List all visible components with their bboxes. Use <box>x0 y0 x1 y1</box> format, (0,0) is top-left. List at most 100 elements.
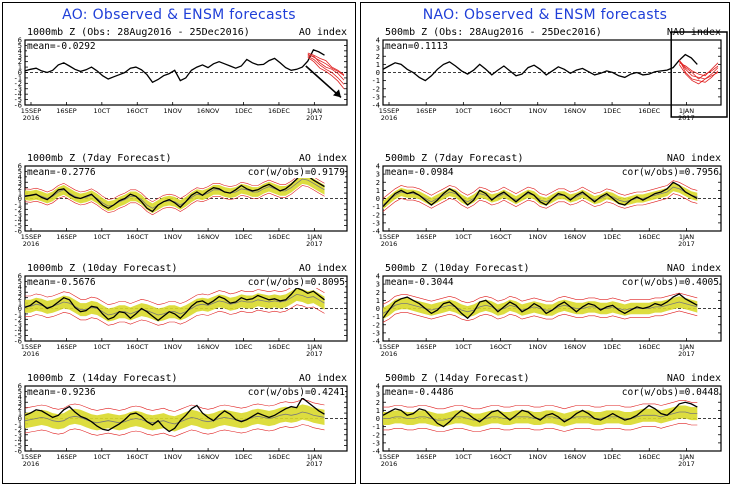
nao-mean-label: mean=-0.3044 <box>385 277 454 288</box>
y-tick-label: 4 <box>376 273 380 281</box>
x-tick-label: 16SEP <box>416 233 437 241</box>
y-tick-label: 3 <box>376 281 380 289</box>
x-tick-label: 1JAN <box>679 233 694 241</box>
y-tick-label: 2 <box>18 404 22 412</box>
x-tick-label: 16NOV <box>564 107 587 115</box>
forecast-member-line <box>307 56 345 90</box>
y-tick-label: 0 <box>18 69 22 77</box>
x-tick-label: 1JAN <box>307 343 322 351</box>
trend-arrow-icon <box>305 65 342 99</box>
nao-cor-label: cor(w/obs)=0.4005 <box>621 277 719 288</box>
x-tick-label: 16DEC <box>268 453 290 461</box>
x-tick-label: 16OCT <box>126 107 148 115</box>
x-tick-label: 15SEP <box>379 343 400 351</box>
observed-line <box>24 48 325 84</box>
x-tick-label: 1NOV <box>163 233 182 241</box>
x-tick-label: 16NOV <box>564 343 587 351</box>
ao-cor-label: cor(w/obs)=0.9179 <box>247 167 345 178</box>
nao-index-label: NAO index <box>666 263 721 274</box>
x-tick-label: 16OCT <box>490 233 512 241</box>
highlight-box <box>670 31 728 118</box>
ao-mean-label: mean=-0.0292 <box>27 41 96 52</box>
y-tick-label: 0 <box>376 69 380 77</box>
ensemble-envelope-lower <box>25 304 325 326</box>
y-tick-label: 0 <box>376 305 380 313</box>
y-tick-label: -1 <box>14 310 22 318</box>
x-tick-label: 10CT <box>455 343 472 351</box>
x-tick-label: 15SEP <box>21 233 42 241</box>
observed-line <box>24 171 325 213</box>
ensemble-mean-line <box>24 411 325 425</box>
nao-mean-label: mean=0.1113 <box>385 41 448 52</box>
y-tick-label: 3 <box>376 391 380 399</box>
y-tick-label: 4 <box>18 283 22 291</box>
y-tick-label: -2 <box>372 321 380 329</box>
x-tick-label: 16NOV <box>197 107 220 115</box>
nao-panel-0: 500mb Z (Obs: 28Aug2016 - 25Dec2016) NAO … <box>361 27 729 135</box>
x-tick-label: 1JAN <box>679 453 694 461</box>
x-tick-label: 16OCT <box>126 343 148 351</box>
x-tick-label: 15SEP <box>21 343 42 351</box>
ensemble-envelope-lower <box>24 424 325 437</box>
x-tick-label: 16NOV <box>564 233 587 241</box>
y-tick-label: 0 <box>376 415 380 423</box>
x-tick-label: 15SEP <box>379 453 400 461</box>
ensemble-envelope-upper <box>383 400 698 410</box>
y-tick-label: 3 <box>18 53 22 61</box>
y-tick-label: 1 <box>376 61 380 69</box>
ensemble-envelope-upper <box>382 292 698 305</box>
y-tick-label: -2 <box>14 316 22 324</box>
ao-column: AO: Observed & ENSM forecasts 1000mb Z (… <box>2 2 356 484</box>
x-tick-sublabel: 2017 <box>306 350 323 358</box>
ao-index-label: AO index <box>298 153 347 164</box>
x-tick-label: 1DEC <box>603 233 621 241</box>
x-tick-label: 16DEC <box>638 233 660 241</box>
y-tick-label: -5 <box>14 442 22 450</box>
forecast-member-line <box>307 52 345 76</box>
nao-index-label: NAO index <box>666 153 721 164</box>
forecast-member-line <box>307 54 345 81</box>
x-tick-label: 10CT <box>93 233 110 241</box>
x-tick-label: 1DEC <box>603 343 621 351</box>
x-tick-sublabel: 2016 <box>23 240 40 248</box>
x-tick-label: 10CT <box>93 343 110 351</box>
y-tick-label: 1 <box>18 410 22 418</box>
ao-panel-2: 1000mb Z (10day Forecast) AO index -6 -5 -4-… <box>3 263 355 371</box>
y-tick-label: -4 <box>372 102 380 110</box>
y-tick-label: -1 <box>14 74 22 82</box>
y-tick-label: -3 <box>372 329 380 337</box>
y-tick-label: -1 <box>14 200 22 208</box>
x-tick-sublabel: 2017 <box>306 114 323 122</box>
y-tick-label: 2 <box>18 294 22 302</box>
y-tick-label: 2 <box>18 184 22 192</box>
y-tick-label: -4 <box>14 91 22 99</box>
y-tick-label: 4 <box>376 383 380 391</box>
x-tick-label: 15SEP <box>21 453 42 461</box>
y-tick-label: 4 <box>376 163 380 171</box>
ensemble-mean-line <box>383 411 698 421</box>
y-tick-label: 1 <box>18 300 22 308</box>
ensemble-envelope-lower <box>383 423 698 432</box>
ensemble-spread-band <box>25 404 325 432</box>
ao-mean-label: mean=-0.9236 <box>27 387 96 398</box>
y-tick-label: -6 <box>14 228 22 236</box>
x-tick-label: 16NOV <box>564 453 587 461</box>
x-tick-label: 10CT <box>455 233 472 241</box>
y-tick-label: 0 <box>376 195 380 203</box>
nao-panel-1: 500mb Z (7day Forecast) NAO index -4 -3 -2 -1… <box>361 153 729 261</box>
x-tick-label: 1DEC <box>235 453 253 461</box>
observed-line <box>382 401 698 428</box>
x-tick-label: 1DEC <box>603 107 621 115</box>
x-tick-sublabel: 2017 <box>306 240 323 248</box>
y-tick-label: 1 <box>18 64 22 72</box>
x-tick-sublabel: 2017 <box>306 460 323 468</box>
x-tick-label: 1NOV <box>163 107 182 115</box>
y-tick-label: -3 <box>14 321 22 329</box>
forecast-member-line <box>678 60 719 80</box>
x-tick-label: 16DEC <box>268 343 290 351</box>
x-tick-label: 1NOV <box>163 343 182 351</box>
y-tick-label: 2 <box>376 289 380 297</box>
y-tick-label: 6 <box>18 383 22 391</box>
y-tick-label: 0 <box>18 305 22 313</box>
x-tick-label: 16NOV <box>197 233 220 241</box>
